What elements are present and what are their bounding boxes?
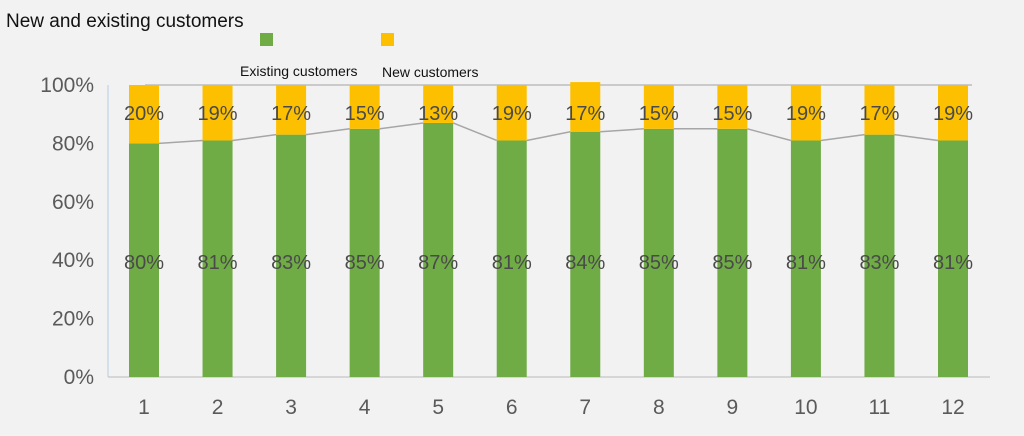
x-tick-label: 2	[212, 396, 224, 419]
series-line-segment	[232, 133, 277, 142]
data-label-new: 13%	[418, 103, 458, 125]
bar-existing-2	[202, 140, 233, 377]
data-label-new: 17%	[565, 103, 605, 125]
legend-swatch-new	[381, 33, 394, 46]
bar-existing-6	[496, 140, 527, 377]
y-tick-label: 80%	[52, 132, 94, 155]
series-line-segment	[379, 122, 424, 130]
data-label-existing: 84%	[565, 252, 605, 274]
legend-label-new: New customers	[382, 64, 478, 80]
series-line-segment	[526, 130, 571, 142]
data-label-new: 19%	[933, 103, 973, 125]
bar-existing-12	[938, 140, 968, 377]
x-tick-label: 1	[138, 396, 150, 419]
data-label-new: 17%	[271, 103, 311, 125]
data-label-new: 20%	[124, 103, 164, 125]
data-label-new: 15%	[712, 103, 752, 125]
data-label-existing: 83%	[859, 252, 899, 274]
y-tick-label: 60%	[52, 191, 94, 214]
bar-new-5	[423, 85, 454, 123]
bars	[129, 82, 968, 378]
series-line-segment	[158, 139, 203, 145]
bar-new-2	[202, 85, 233, 141]
x-tick-label: 3	[285, 396, 297, 419]
bar-existing-7	[570, 131, 601, 377]
data-label-new: 19%	[198, 103, 238, 125]
x-tick-label: 4	[359, 396, 371, 419]
series-lines	[158, 122, 939, 145]
bar-new-11	[864, 85, 895, 135]
series-line-segment	[600, 128, 644, 133]
bar-new-10	[790, 85, 821, 141]
data-label-new: 17%	[859, 103, 899, 125]
bar-existing-4	[349, 128, 380, 377]
x-tick-label: 10	[794, 396, 817, 419]
bar-existing-3	[276, 134, 307, 377]
bar-existing-8	[643, 128, 674, 377]
y-tick-label: 100%	[40, 74, 94, 97]
x-tick-label: 9	[727, 396, 739, 419]
bar-new-4	[349, 85, 380, 129]
bar-new-9	[717, 85, 748, 129]
bar-new-6	[496, 85, 527, 141]
data-label-existing: 81%	[492, 252, 532, 274]
x-tick-label: 7	[579, 396, 591, 419]
chart-title: New and existing customers	[6, 11, 244, 32]
data-label-existing: 81%	[198, 252, 238, 274]
x-tick-label: 8	[653, 396, 665, 419]
data-label-new: 19%	[492, 103, 532, 125]
bar-new-8	[643, 85, 674, 129]
legend-swatch-existing	[260, 33, 273, 46]
data-labels: 80% 20% 81% 19% 83% 17% 85% 15% 87% 13% 81% 19% 84% 1…	[124, 103, 973, 274]
data-label-new: 19%	[786, 103, 826, 125]
series-line-segment	[305, 128, 350, 136]
x-tick-label: 6	[506, 396, 518, 419]
series-line-segment	[894, 133, 939, 142]
x-tick-label: 11	[869, 396, 891, 419]
x-tick-label: 12	[941, 396, 964, 419]
data-label-existing: 81%	[933, 252, 973, 274]
y-tick-label: 0%	[64, 366, 94, 389]
data-label-existing: 83%	[271, 252, 311, 274]
axes: 0%20%40%60%80%100%1 2 3 4 5 6 7 8 9 10 11 12	[40, 74, 990, 419]
series-line-segment	[452, 122, 498, 142]
bar-new-7	[570, 82, 601, 132]
bar-existing-9	[717, 128, 748, 377]
y-tick-label: 40%	[52, 249, 94, 272]
data-label-existing: 80%	[124, 252, 164, 274]
legend: Existing customers New customers	[240, 33, 478, 80]
series-line-segment	[820, 133, 865, 142]
bar-new-1	[129, 85, 159, 144]
bar-existing-5	[423, 122, 454, 378]
data-label-existing: 85%	[345, 252, 385, 274]
data-label-existing: 87%	[418, 252, 458, 274]
bar-existing-1	[129, 143, 159, 377]
series-line-segment	[747, 128, 792, 142]
legend-label-existing: Existing customers	[240, 63, 357, 79]
bar-new-12	[938, 85, 968, 141]
data-label-new: 15%	[639, 103, 679, 125]
data-label-existing: 85%	[712, 252, 752, 274]
bar-existing-10	[790, 140, 821, 377]
bar-new-3	[276, 85, 307, 135]
bar-existing-11	[864, 134, 895, 377]
data-label-existing: 85%	[639, 252, 679, 274]
data-label-new: 15%	[345, 103, 385, 125]
x-tick-label: 5	[432, 396, 444, 419]
y-tick-label: 20%	[52, 308, 94, 331]
data-label-existing: 81%	[786, 252, 826, 274]
